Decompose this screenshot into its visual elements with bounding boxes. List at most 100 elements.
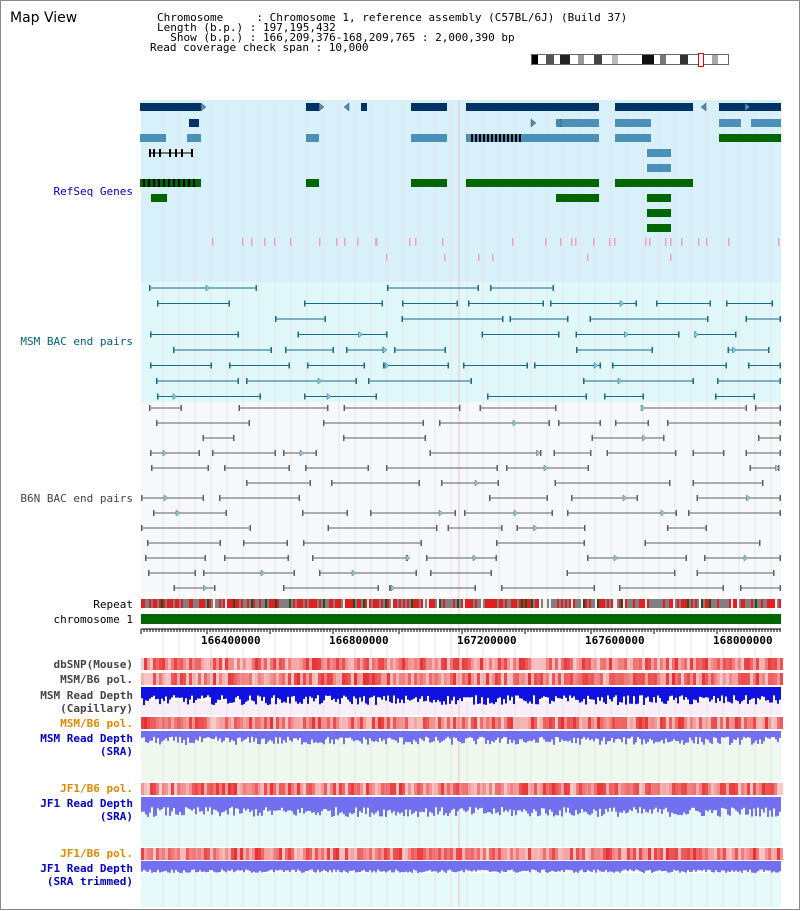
msm-b6-pol2-heat <box>237 717 240 729</box>
jf1-trim-depth-bar <box>627 861 629 872</box>
msm-b6-pol2-heat <box>255 717 258 729</box>
msm-b6-pol-heat <box>726 673 729 685</box>
jf1-trim-depth-bar <box>469 861 471 871</box>
jf1-b6-pol2-heat <box>249 848 252 860</box>
track-label-repeat[interactable]: Repeat <box>93 598 133 611</box>
dbsnp-heat <box>594 658 597 670</box>
jf1-trim-depth-bar <box>567 861 569 870</box>
capillary-depth-bar <box>271 687 273 698</box>
track-label-msm-bac[interactable]: MSM BAC end pairs <box>20 335 133 348</box>
strand-arrow <box>200 102 207 112</box>
jf1-b6-pol-heat <box>648 783 651 795</box>
refseq-pink-mark <box>728 238 730 246</box>
msm-sra-depth-bar <box>195 731 197 740</box>
jf1-b6-pol-heat <box>369 783 372 795</box>
b6n-bac-pair-end <box>749 465 751 471</box>
jf1-trim-depth-bar <box>641 861 643 872</box>
chromosome-ideogram[interactable] <box>531 53 729 67</box>
refseq-pink-mark <box>492 254 494 261</box>
msm-sra-depth-bar <box>359 731 361 742</box>
jf1-sra-depth-bar <box>295 797 297 816</box>
repeat-block <box>273 599 275 608</box>
repeat-block <box>701 599 703 608</box>
msm-sra-depth-bar <box>655 731 657 742</box>
jf1-b6-pol-heat <box>327 783 330 795</box>
jf1-trim-depth-bar <box>247 861 249 871</box>
jf1-trim-depth-bar <box>291 861 293 870</box>
track-label-jf1-read-trimmed[interactable]: JF1 Read Depth <box>40 862 133 875</box>
track-label-msm-read-sra[interactable]: MSM Read Depth <box>40 732 133 745</box>
jf1-sra-depth-bar <box>267 797 269 812</box>
msm-sra-depth-bar <box>235 731 237 745</box>
msm-sra-depth-bar <box>233 731 235 742</box>
msm-b6-pol2-heat <box>381 717 384 729</box>
jf1-b6-pol-heat <box>318 783 321 795</box>
track-label-chromosome[interactable]: chromosome 1 <box>53 613 133 626</box>
exon-mark <box>149 149 151 157</box>
capillary-depth-bar <box>317 687 319 696</box>
repeat-block <box>641 599 643 608</box>
msm-sra-depth-bar <box>247 731 249 738</box>
msm-sra-depth-bar <box>745 731 747 739</box>
repeat-block <box>647 599 649 608</box>
track-label-dbsnp[interactable]: dbSNP(Mouse) <box>53 658 133 671</box>
msm-bac-pair-end <box>157 393 159 400</box>
msm-sra-depth-bar <box>415 731 417 742</box>
msm-b6-pol-heat <box>429 673 432 685</box>
jf1-sra-depth-bar <box>349 797 351 813</box>
msm-b6-pol2-heat <box>432 717 435 729</box>
track-label-jf1-read-sra[interactable]: JF1 Read Depth <box>40 797 133 810</box>
track-label-jf1-b6-pol-2[interactable]: JF1/B6 pol. <box>60 847 133 860</box>
jf1-sra-depth-bar <box>711 797 713 814</box>
jf1-sra-depth-bar <box>603 797 605 815</box>
jf1-sra-depth-bar <box>577 797 579 815</box>
repeat-block <box>417 599 419 608</box>
repeat-block <box>321 599 323 608</box>
capillary-depth-bar <box>187 687 189 705</box>
repeat-block <box>401 599 403 608</box>
repeat-block <box>241 599 243 608</box>
track-label-msm-read-capillary[interactable]: MSM Read Depth <box>40 689 133 702</box>
jf1-sra-depth-bar <box>279 797 281 811</box>
msm-sra-depth-bar <box>695 731 697 737</box>
jf1-b6-pol-heat <box>609 783 612 795</box>
dbsnp-heat <box>222 658 225 670</box>
msm-b6-pol-heat <box>555 673 558 685</box>
repeat-block <box>651 599 653 608</box>
repeat-block <box>367 599 369 608</box>
msm-b6-pol-heat <box>393 673 396 685</box>
capillary-depth-bar <box>581 687 583 702</box>
capillary-depth-bar <box>257 687 259 696</box>
msm-b6-pol2-heat <box>558 717 561 729</box>
track-label-msm-b6-pol-2[interactable]: MSM/B6 pol. <box>60 717 133 730</box>
track-label-msm-b6-pol[interactable]: MSM/B6 pol. <box>60 673 133 686</box>
msm-b6-pol-heat <box>708 673 711 685</box>
gene-block <box>615 134 651 142</box>
repeat-block <box>365 599 367 608</box>
jf1-b6-pol2-heat <box>294 848 297 860</box>
msm-b6-pol2-heat <box>777 717 780 729</box>
repeat-block <box>695 599 697 608</box>
track-label-refseq[interactable]: RefSeq Genes <box>53 185 133 198</box>
b6n-bac-pair-end <box>758 435 760 441</box>
track-label-b6n-bac[interactable]: B6N BAC end pairs <box>20 492 133 505</box>
dbsnp-heat <box>726 658 729 670</box>
jf1-sra-depth-bar <box>183 797 185 816</box>
msm-b6-pol2-heat <box>204 717 207 729</box>
msm-b6-pol2-heat <box>543 717 546 729</box>
track-label-jf1-b6-pol[interactable]: JF1/B6 pol. <box>60 782 133 795</box>
jf1-trim-depth-bar <box>397 861 399 872</box>
msm-sra-depth-bar <box>303 731 305 743</box>
b6n-bac-pair-arrow <box>203 584 208 592</box>
msm-b6-pol-heat <box>657 673 660 685</box>
jf1-trim-depth-bar <box>741 861 743 873</box>
dbsnp-heat <box>741 658 744 670</box>
repeat-block <box>455 599 457 608</box>
jf1-b6-pol2-heat <box>210 848 213 860</box>
capillary-depth-bar <box>193 687 195 703</box>
repeat-block <box>185 599 187 608</box>
exon-mark <box>173 179 175 187</box>
repeat-block <box>253 599 255 608</box>
jf1-b6-pol2-heat <box>648 848 651 860</box>
